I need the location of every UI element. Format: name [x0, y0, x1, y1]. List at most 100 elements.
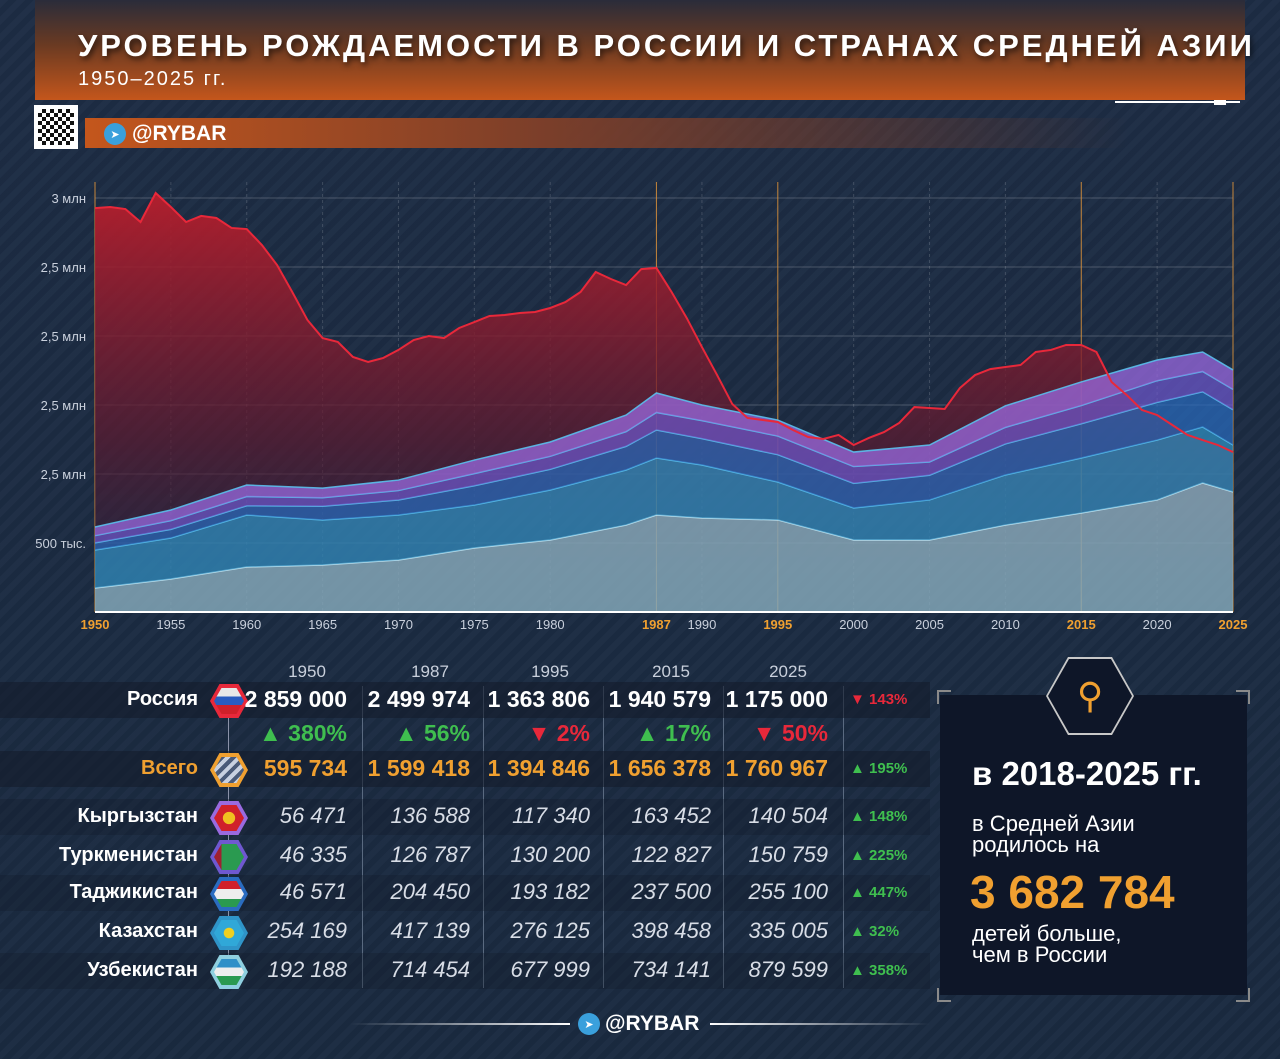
- table-year-header: 2025: [769, 662, 807, 681]
- table-cell: 1 394 846: [487, 755, 590, 781]
- arrow-down-icon: ▼: [527, 720, 551, 746]
- kazakhstan-area: [95, 426, 1233, 588]
- x-tick-label: 1965: [308, 617, 337, 632]
- row-label: Таджикистан: [69, 881, 198, 903]
- row-label: Кыргызстан: [77, 805, 198, 827]
- turkmenistan-flag-icon: [210, 840, 248, 874]
- diff-percent: 17%: [664, 720, 711, 746]
- change-value: ▲ 225%: [850, 847, 907, 864]
- footer-line: [350, 1023, 570, 1025]
- table-row-kazakhstan: Казахстан 254 169 417 139 276 125 398 458 335…: [0, 914, 930, 950]
- change-value: ▲ 32%: [850, 923, 899, 940]
- table-row-tajikistan: Таджикистан 46 571 204 450 193 182 237 500 25…: [0, 875, 930, 911]
- x-tick-label: 1990: [687, 617, 716, 632]
- kazakhstan-flag-icon: [210, 916, 248, 950]
- icon-connector: [228, 700, 229, 970]
- table-row-total: Всего 595 734 1 599 418 1 394 846 1 656 378 1…: [0, 751, 930, 787]
- corner-mark: [1236, 690, 1250, 704]
- callout-period: в 2018-2025 гг.: [972, 755, 1202, 792]
- tajikistan-flag-icon: [210, 877, 248, 911]
- kyrgyzstan-line: [94, 351, 1234, 528]
- handle-text: @RYBAR: [132, 122, 227, 145]
- column-divider: [723, 686, 724, 988]
- table-cell: 2 499 974: [367, 686, 470, 712]
- corner-mark: [937, 690, 951, 704]
- table-cell: 595 734: [263, 755, 347, 781]
- x-tick-label: 2025: [1219, 617, 1248, 632]
- table-cell: 56 471: [279, 803, 347, 828]
- y-tick-label: 2,5 млн: [41, 329, 86, 344]
- table-cell: 1 656 378: [608, 755, 711, 781]
- callout-text-2: детей больше, чем в России: [972, 923, 1121, 967]
- arrow-up-icon: ▲: [850, 847, 865, 864]
- telegram-icon: ➤: [104, 123, 126, 145]
- table-year-header: 2015: [652, 662, 690, 681]
- table-cell: 1 175 000: [725, 686, 828, 712]
- table-cell: 879 599: [748, 957, 828, 982]
- x-tick-label: 2005: [915, 617, 944, 632]
- x-tick-label: 2020: [1143, 617, 1172, 632]
- handle-text: @RYBAR: [605, 1012, 700, 1035]
- corner-mark: [937, 988, 951, 1002]
- arrow-down-icon: ▼: [850, 691, 865, 708]
- y-tick-label: 2,5 млн: [41, 260, 86, 275]
- change-percent: 143%: [869, 691, 908, 708]
- table-cell: 254 169: [267, 918, 347, 943]
- table-cell: 46 335: [279, 842, 347, 867]
- kyrgyzstan-area: [95, 352, 1233, 536]
- x-tick-label: 1950: [81, 617, 110, 632]
- change-value: ▲ 148%: [850, 808, 907, 825]
- row-label: Всего: [141, 757, 198, 779]
- x-tick-label: 2010: [991, 617, 1020, 632]
- table-cell: 1 940 579: [608, 686, 711, 712]
- y-tick-label: 2,5 млн: [41, 398, 86, 413]
- table-cell: 734 141: [631, 957, 711, 982]
- diff-cell: ▼ 2%: [480, 720, 590, 747]
- change-value: ▲ 447%: [850, 884, 907, 901]
- table-row-kyrgyzstan: Кыргызстан 56 471 136 588 117 340 163 452 140…: [0, 799, 930, 835]
- turkmenistan-area: [95, 371, 1233, 543]
- x-tick-label: 1980: [536, 617, 565, 632]
- x-tick-label: 2000: [839, 617, 868, 632]
- handle-band: [85, 118, 1245, 148]
- change-value: ▲ 195%: [850, 760, 907, 777]
- column-divider: [603, 686, 604, 988]
- footer-handle: ➤ @RYBAR: [578, 1012, 699, 1036]
- callout-line: родилось на: [972, 832, 1100, 857]
- tajikistan-area: [95, 391, 1233, 551]
- change-percent: 447%: [869, 884, 908, 901]
- corner-mark: [1236, 988, 1250, 1002]
- table-cell: 204 450: [390, 879, 470, 904]
- table-cell: 237 500: [631, 879, 711, 904]
- diff-percent: 380%: [288, 720, 347, 746]
- qr-code-icon: [34, 105, 78, 149]
- diff-cell: ▲ 56%: [360, 720, 470, 747]
- arrow-up-icon: ▲: [850, 808, 865, 825]
- table-row-turkmenistan: Туркменистан 46 335 126 787 130 200 122 827 1…: [0, 838, 930, 874]
- arrow-down-icon: ▼: [752, 720, 776, 746]
- diff-percent: 2%: [556, 720, 590, 746]
- table-row-uzbekistan: Узбекистан 192 188 714 454 677 999 734 141 87…: [0, 953, 930, 989]
- arrow-up-icon: ▲: [850, 760, 865, 777]
- footer-line: [710, 1023, 930, 1025]
- callout-box: в 2018-2025 гг. в Средней Азии родилось н…: [940, 695, 1247, 995]
- table-cell: 140 504: [748, 803, 828, 828]
- table-cell: 714 454: [390, 957, 470, 982]
- table-cell: 255 100: [748, 879, 828, 904]
- footer: ➤ @RYBAR: [350, 1012, 930, 1036]
- row-label: Казахстан: [98, 920, 198, 942]
- y-tick-label: 3 млн: [51, 191, 86, 206]
- callout-text-1: в Средней Азии родилось на: [972, 811, 1135, 857]
- kyrgyzstan-flag-icon: [210, 801, 248, 835]
- change-percent: 358%: [869, 962, 908, 979]
- callout-line: в Средней Азии: [972, 811, 1135, 836]
- row-label: Туркменистан: [59, 844, 198, 866]
- y-tick-label: 500 тыс.: [35, 536, 86, 551]
- callout-line: чем в России: [972, 942, 1108, 967]
- telegram-icon: ➤: [578, 1013, 600, 1035]
- diff-percent: 50%: [781, 720, 828, 746]
- diff-cell: ▲ 380%: [237, 720, 347, 747]
- column-divider: [483, 686, 484, 988]
- table-cell: 1 363 806: [487, 686, 590, 712]
- table-cell: 192 188: [267, 957, 347, 982]
